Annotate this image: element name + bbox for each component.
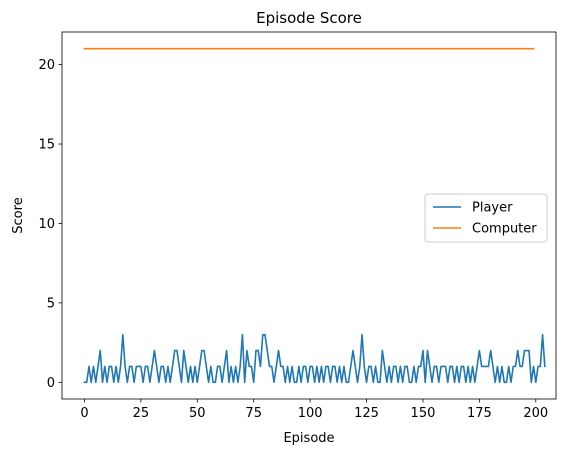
y-tick-label: 10 [38, 217, 55, 232]
x-axis-label: Episode [283, 431, 334, 446]
y-axis-ticks: 0 5 10 15 20 [38, 58, 62, 391]
y-tick-label: 5 [47, 296, 55, 311]
x-tick-label: 125 [354, 406, 379, 421]
x-tick-label: 175 [467, 406, 492, 421]
x-tick-label: 200 [523, 406, 548, 421]
y-tick-label: 0 [47, 376, 55, 391]
x-tick-label: 25 [133, 406, 150, 421]
chart-title: Episode Score [256, 9, 362, 27]
y-axis-label: Score [11, 197, 26, 233]
x-tick-label: 100 [298, 406, 323, 421]
x-tick-label: 0 [80, 406, 88, 421]
series-line-player [83, 333, 546, 384]
series-layer [83, 47, 546, 384]
legend-box [424, 193, 548, 243]
x-tick-label: 150 [411, 406, 436, 421]
legend-label-player: Player [472, 201, 513, 216]
plot-frame [61, 31, 557, 400]
legend-label-computer: Computer [472, 222, 537, 237]
y-tick-label: 15 [38, 138, 55, 153]
x-axis-ticks: 0 25 50 75 100 125 150 175 200 [80, 399, 548, 421]
x-tick-label: 50 [189, 406, 206, 421]
y-tick-label: 20 [38, 58, 55, 73]
x-tick-label: 75 [245, 406, 262, 421]
legend: Player Computer [424, 193, 548, 243]
